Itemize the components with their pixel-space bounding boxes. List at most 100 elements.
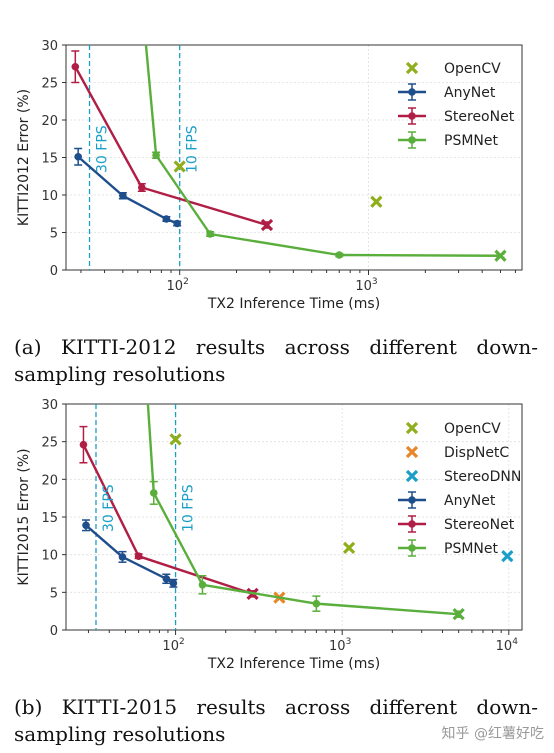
legend-item-dispnetc: DispNetC [405,445,509,461]
point-psmnet [152,151,160,160]
fps-label: 10 FPS [185,125,201,173]
caption-b-line1: (b) KITTI-2015 results across different … [14,695,538,719]
y-tick-label: 15 [41,511,58,526]
legend-label-stereonet: StereoNet [444,517,515,533]
point-opencv [169,433,182,446]
legend-marker-psmnet [408,544,416,552]
legend-marker-anynet [408,496,416,504]
fps-label: 30 FPS [95,125,111,173]
point-psmnet [198,581,207,589]
y-tick-label: 25 [41,77,58,92]
point-anynet [82,521,90,530]
x-tick-label: 103 [329,637,351,654]
legend-item-opencv: OpenCV [405,421,501,437]
plot-area [79,404,514,630]
y-tick-label: 5 [50,227,58,242]
legend-marker-psmnet [408,136,416,144]
y-tick-label: 10 [41,549,58,564]
series-line-anynet [85,524,175,585]
caption-b: (b) KITTI-2015 results across different … [14,694,538,748]
legend-marker-stereodnn [405,469,419,483]
y-tick-label: 5 [50,586,58,601]
point-psmnet [206,230,214,238]
legend-marker-anynet [408,88,416,96]
y-tick-label: 30 [41,39,58,54]
y-tick-label: 20 [41,473,58,488]
series-anynet [81,519,178,588]
legend-item-stereonet: StereoNet [398,515,515,533]
point-psmnet [452,608,465,621]
point-stereonet [134,552,143,560]
point-opencv [370,195,383,208]
legend-marker-opencv [405,421,419,435]
y-tick-label: 10 [41,189,58,204]
series-psmnet [144,45,507,262]
legend-label-anynet: AnyNet [444,493,496,509]
x-axis-label: TX2 Inference Time (ms) [207,656,380,672]
point-opencv [173,160,186,173]
legend-label-dispnetc: DispNetC [444,445,509,461]
point-anynet [173,219,181,228]
caption-a: (a) KITTI-2012 results across different … [14,334,538,388]
legend-item-psmnet: PSMNet [398,539,498,557]
series-anynet [74,147,182,228]
point-stereonet [260,218,274,232]
series-psmnet [146,404,465,621]
legend-label-anynet: AnyNet [444,85,496,101]
chart-panel-2: 0 5 10 15 20 25 30 102 103 104 TX2 Inference Time … [16,398,523,672]
y-tick-label: 0 [50,624,58,639]
series-opencv [173,160,383,208]
point-psmnet [149,489,158,497]
caption-b-line2: sampling resolutions [14,722,226,746]
legend: OpenCV DispNetC StereoDNN AnyNet StereoNet PS… [398,421,521,557]
legend: OpenCV AnyNet StereoNet PSMNet [398,61,515,149]
legend-label-opencv: OpenCV [444,421,501,437]
point-stereonet [79,440,88,449]
x-tick-label: 102 [167,277,189,294]
legend-marker-opencv [405,61,419,75]
y-tick-label: 15 [41,152,58,167]
y-axis-label: KITTI2012 Error (%) [16,89,32,226]
watermark: 知乎 @红薯好吃 [441,726,544,742]
point-anynet [162,215,171,223]
y-tick-label: 30 [41,398,58,413]
legend-label-stereonet: StereoNet [444,109,515,125]
legend-item-psmnet: PSMNet [398,131,498,149]
point-anynet [119,191,127,200]
fps-label: 30 FPS [101,484,117,532]
point-anynet [162,574,171,583]
plot-area [71,45,507,270]
legend-label-psmnet: PSMNet [444,541,498,557]
point-opencv [342,541,356,555]
legend-item-stereodnn: StereoDNN [405,469,521,485]
y-tick-label: 25 [41,436,58,451]
point-stereonet [71,62,80,71]
point-psmnet [494,249,507,262]
legend-label-stereodnn: StereoDNN [444,469,521,485]
point-anynet [118,553,127,561]
y-axis-label: KITTI2015 Error (%) [16,448,32,585]
series-opencv [169,433,356,555]
point-anynet [74,152,82,161]
point-stereodnn [501,550,514,563]
point-anynet [169,579,178,588]
series-line-anynet [77,155,178,225]
legend-item-anynet: AnyNet [398,83,496,101]
legend-marker-stereonet [408,520,416,528]
point-psmnet [312,599,321,608]
fps-label: 10 FPS [181,484,197,532]
legend-marker-stereonet [408,112,416,120]
y-tick-label: 20 [41,114,58,129]
legend-item-stereonet: StereoNet [398,107,515,125]
legend-item-anynet: AnyNet [398,491,496,509]
x-tick-label: 103 [355,277,377,294]
chart-panel-1: 0 5 10 15 20 25 30 102 103 TX2 Inference Time (ms… [16,39,523,312]
legend-marker-dispnetc [405,445,419,459]
x-tick-label: 102 [162,637,184,654]
point-stereonet [137,183,146,192]
legend-label-opencv: OpenCV [444,61,501,77]
y-tick-label: 0 [50,264,58,279]
x-tick-label: 104 [496,637,519,654]
caption-a-line2: sampling resolutions [14,362,226,386]
